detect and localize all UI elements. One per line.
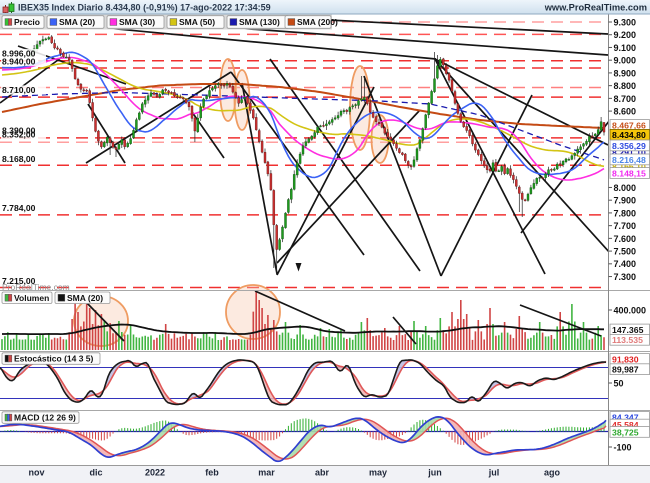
svg-text:91,830: 91,830 <box>612 354 639 364</box>
svg-text:8.356,29: 8.356,29 <box>612 141 646 151</box>
svg-text:9.300: 9.300 <box>614 17 637 27</box>
svg-text:abr: abr <box>315 468 330 478</box>
svg-text:8.352,00: 8.352,00 <box>2 130 36 140</box>
svg-text:Volumen: Volumen <box>14 293 49 303</box>
svg-text:7.600: 7.600 <box>614 234 637 244</box>
svg-text:9.100: 9.100 <box>614 43 637 53</box>
svg-text:147.365: 147.365 <box>612 325 644 335</box>
svg-text:8.467,66: 8.467,66 <box>612 120 646 130</box>
svg-text:84,347: 84,347 <box>612 412 639 422</box>
svg-text:mar: mar <box>258 468 275 478</box>
svg-text:SMA (20): SMA (20) <box>59 17 95 27</box>
svg-text:7.900: 7.900 <box>614 196 637 206</box>
svg-text:SMA (20): SMA (20) <box>67 293 103 303</box>
svg-text:8.168,00: 8.168,00 <box>2 154 36 164</box>
svg-text:SMA (50): SMA (50) <box>179 17 215 27</box>
svg-text:45,584: 45,584 <box>612 420 639 430</box>
svg-text:8.940,00: 8.940,00 <box>2 57 36 67</box>
svg-text:8.996,00: 8.996,00 <box>2 49 36 59</box>
svg-text:50: 50 <box>614 378 624 388</box>
svg-text:SMA (130): SMA (130) <box>239 17 280 27</box>
svg-text:38,725: 38,725 <box>612 427 639 437</box>
svg-text:7.784,00: 7.784,00 <box>2 203 36 213</box>
svg-text:may: may <box>369 468 387 478</box>
svg-text:-100: -100 <box>614 442 632 452</box>
svg-text:7.400: 7.400 <box>614 259 637 269</box>
svg-text:8.148,15: 8.148,15 <box>612 168 646 178</box>
svg-text:8.900: 8.900 <box>614 68 637 78</box>
svg-text:7.500: 7.500 <box>614 246 637 256</box>
svg-text:jun: jun <box>427 468 442 478</box>
svg-text:nov: nov <box>28 468 44 478</box>
svg-text:7.700: 7.700 <box>614 221 637 231</box>
svg-text:9.200: 9.200 <box>614 30 637 40</box>
svg-text:ProRealTime.com: ProRealTime.com <box>2 282 70 292</box>
svg-text:8.600: 8.600 <box>614 106 637 116</box>
svg-text:8.700: 8.700 <box>614 94 637 104</box>
svg-text:400.000: 400.000 <box>614 305 647 315</box>
svg-text:SMA (200): SMA (200) <box>297 17 338 27</box>
svg-text:jul: jul <box>488 468 500 478</box>
svg-text:8.000: 8.000 <box>614 183 637 193</box>
svg-text:8.390,00: 8.390,00 <box>2 126 36 136</box>
svg-text:8.291,10: 8.291,10 <box>612 147 646 157</box>
svg-text:Estocástico (14 3 5): Estocástico (14 3 5) <box>14 354 94 364</box>
svg-text:7.300: 7.300 <box>614 272 637 282</box>
svg-text:SMA (30): SMA (30) <box>119 17 155 27</box>
svg-text:8.434,80: 8.434,80 <box>612 130 646 140</box>
svg-text:feb: feb <box>205 468 219 478</box>
svg-text:8.710,00: 8.710,00 <box>2 85 36 95</box>
svg-text:MACD (12 26 9): MACD (12 26 9) <box>14 413 76 423</box>
svg-text:8.216,48: 8.216,48 <box>612 155 646 165</box>
svg-text:Precio: Precio <box>14 17 40 27</box>
svg-text:IBEX35 Index Diario 8.434,80 (: IBEX35 Index Diario 8.434,80 (-0,91%) 17… <box>18 3 271 13</box>
svg-text:www.ProRealTime.com: www.ProRealTime.com <box>544 3 647 13</box>
svg-text:8.800: 8.800 <box>614 81 637 91</box>
svg-text:dic: dic <box>89 468 102 478</box>
svg-text:113.535: 113.535 <box>612 335 643 345</box>
svg-text:89,987: 89,987 <box>612 365 639 375</box>
svg-text:8.166,10: 8.166,10 <box>612 161 646 171</box>
svg-text:7.215,00: 7.215,00 <box>2 276 36 286</box>
svg-text:7.800: 7.800 <box>614 208 637 218</box>
svg-text:ago: ago <box>544 468 561 478</box>
svg-text:9.000: 9.000 <box>614 56 637 66</box>
svg-text:2022: 2022 <box>145 468 165 478</box>
